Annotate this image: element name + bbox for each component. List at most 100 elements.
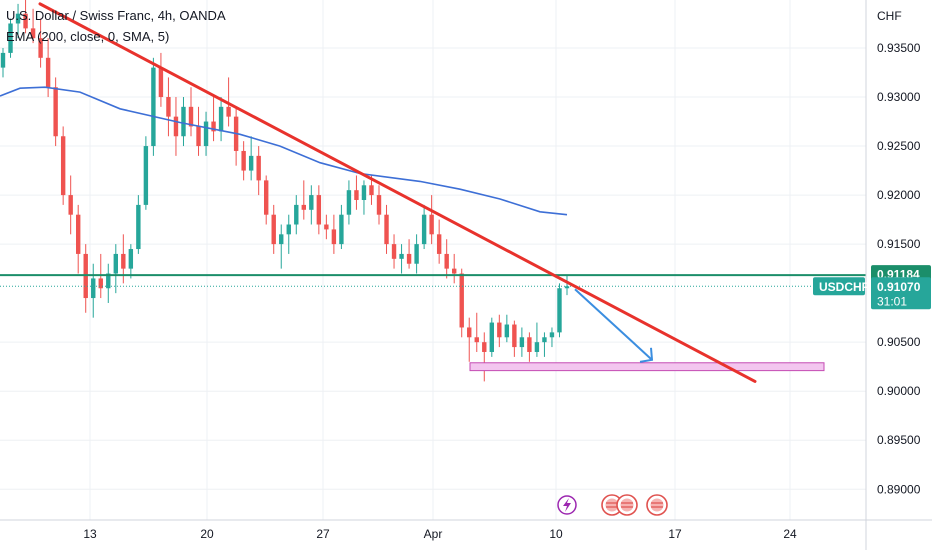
countdown-label: 31:01 bbox=[877, 294, 907, 308]
candle-body bbox=[218, 106, 224, 132]
candle-body bbox=[279, 234, 284, 245]
candle-body bbox=[8, 23, 13, 53]
candle-body bbox=[286, 224, 291, 235]
candle bbox=[211, 97, 216, 142]
candle-body bbox=[143, 146, 149, 205]
candles bbox=[0, 0, 570, 382]
candle bbox=[376, 185, 382, 225]
candle bbox=[113, 244, 118, 294]
candle bbox=[519, 327, 525, 357]
candle bbox=[429, 195, 434, 245]
candle bbox=[166, 77, 171, 137]
us-flag-inner-icon bbox=[620, 498, 634, 512]
y-tick-label: 0.92000 bbox=[877, 188, 921, 202]
x-tick-label: Apr bbox=[424, 527, 443, 541]
candle bbox=[421, 204, 427, 250]
candle-body bbox=[173, 116, 179, 137]
candle bbox=[294, 195, 299, 235]
candle-body bbox=[421, 214, 427, 245]
candle-body bbox=[106, 273, 111, 289]
y-tick-label: 0.92500 bbox=[877, 139, 921, 153]
candle-body bbox=[467, 327, 472, 338]
candle bbox=[143, 136, 149, 210]
candle-body bbox=[76, 214, 81, 254]
candle-body bbox=[30, 28, 36, 39]
candle bbox=[151, 57, 156, 156]
projection-arrow-head bbox=[639, 347, 654, 363]
candle-body bbox=[113, 253, 118, 274]
candle bbox=[286, 214, 291, 254]
candle bbox=[60, 126, 66, 205]
candle bbox=[406, 239, 412, 269]
candle-body bbox=[527, 337, 532, 352]
candle-body bbox=[38, 38, 43, 58]
candle bbox=[76, 204, 81, 274]
candle-body bbox=[91, 278, 96, 299]
candle bbox=[196, 106, 201, 156]
candle-body bbox=[429, 214, 434, 235]
candle bbox=[489, 317, 494, 357]
candle bbox=[316, 185, 322, 235]
candle-body bbox=[339, 214, 344, 245]
candle-body bbox=[181, 106, 186, 137]
candle bbox=[331, 214, 337, 254]
candle-body bbox=[324, 224, 329, 230]
candle-body bbox=[549, 332, 555, 338]
candle-body bbox=[474, 337, 479, 343]
x-tick-label: 17 bbox=[668, 527, 682, 541]
candle bbox=[106, 263, 111, 303]
candle-body bbox=[489, 322, 494, 352]
candle-body bbox=[369, 185, 374, 196]
candle-body bbox=[331, 229, 337, 245]
candle-body bbox=[316, 195, 322, 225]
candle-body bbox=[271, 214, 276, 245]
candle-body bbox=[45, 57, 51, 88]
candle bbox=[30, 8, 36, 44]
candle-body bbox=[203, 121, 209, 147]
symbol-badge: USDCHF bbox=[819, 280, 869, 294]
candle bbox=[444, 239, 449, 279]
candle bbox=[354, 175, 359, 210]
lightning-glyph-icon bbox=[563, 498, 571, 512]
candle-body bbox=[188, 106, 194, 127]
candle bbox=[203, 111, 209, 156]
candle-body bbox=[444, 253, 449, 269]
candle-body bbox=[211, 121, 216, 132]
candle-body bbox=[136, 204, 141, 250]
candle-body bbox=[196, 126, 201, 147]
candle bbox=[346, 180, 352, 225]
last-price-badge-bg bbox=[871, 277, 931, 310]
candle bbox=[38, 18, 43, 68]
candle bbox=[91, 263, 96, 318]
candle bbox=[557, 283, 562, 338]
candle-body bbox=[436, 234, 442, 254]
y-tick-label: 0.90000 bbox=[877, 384, 921, 398]
candle bbox=[188, 87, 194, 137]
x-tick-label: 20 bbox=[200, 527, 214, 541]
us-flag-inner-icon bbox=[605, 498, 619, 512]
candle-body bbox=[309, 195, 314, 210]
candle bbox=[482, 332, 487, 382]
currency-label: CHF bbox=[877, 9, 902, 23]
candle-body bbox=[68, 195, 73, 215]
candle bbox=[414, 234, 419, 274]
candle-body bbox=[151, 67, 156, 147]
candle-body bbox=[248, 155, 254, 171]
candle-body bbox=[384, 214, 389, 245]
candle bbox=[271, 204, 276, 254]
candle bbox=[549, 327, 555, 348]
candle-body bbox=[98, 278, 103, 289]
chart-title: U.S. Dollar / Swiss Franc, 4h, OANDA bbox=[6, 8, 226, 23]
candle-body bbox=[15, 13, 21, 24]
x-tick-label: 24 bbox=[783, 527, 797, 541]
y-tick-label: 0.89000 bbox=[877, 482, 921, 496]
candle bbox=[324, 214, 329, 240]
candle-body bbox=[354, 190, 359, 200]
candle bbox=[542, 332, 547, 357]
candle-body bbox=[557, 288, 562, 333]
candle bbox=[241, 141, 246, 181]
candle bbox=[534, 322, 540, 357]
